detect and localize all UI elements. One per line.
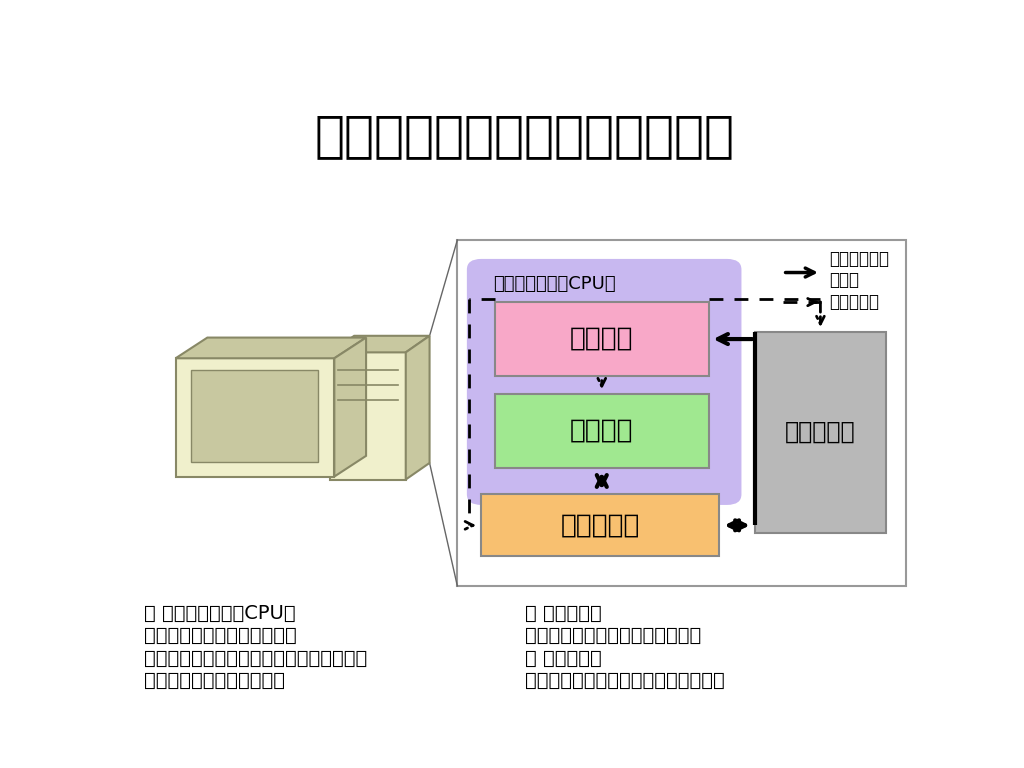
Text: 演算装置: 演算装置 [570, 418, 634, 444]
Text: （２）コンピュータの基本構成: （２）コンピュータの基本構成 [314, 112, 735, 161]
Text: プログラムを実行し、各装置の制御や、: プログラムを実行し、各装置の制御や、 [143, 649, 368, 667]
Polygon shape [176, 358, 334, 476]
Text: 命令・データ
の流れ: 命令・データ の流れ [828, 250, 889, 289]
Polygon shape [334, 338, 367, 476]
Text: 〇 中央演算装置（CPU）: 〇 中央演算装置（CPU） [143, 604, 296, 623]
Text: 〇 主記憶装置: 〇 主記憶装置 [524, 604, 601, 623]
Text: プログラムやデータの入出力を行う: プログラムやデータの入出力を行う [524, 671, 725, 690]
Text: データの計算を行なう。: データの計算を行なう。 [143, 671, 285, 690]
Text: 入出力装置: 入出力装置 [785, 420, 856, 444]
FancyBboxPatch shape [458, 240, 905, 586]
FancyBboxPatch shape [467, 259, 741, 505]
FancyBboxPatch shape [481, 495, 719, 556]
Polygon shape [331, 353, 406, 479]
FancyBboxPatch shape [495, 302, 709, 376]
Polygon shape [331, 336, 430, 353]
Text: 制御装置: 制御装置 [570, 326, 634, 352]
Polygon shape [406, 336, 430, 479]
Text: 中央演算装置（CPU）: 中央演算装置（CPU） [494, 276, 615, 293]
Text: 主記憶装置: 主記憶装置 [560, 512, 640, 538]
Polygon shape [176, 338, 367, 358]
Text: プログラムやデータを格納する: プログラムやデータを格納する [524, 626, 701, 645]
Polygon shape [191, 370, 318, 462]
Text: コンピュータの中枢部分。: コンピュータの中枢部分。 [143, 626, 297, 645]
FancyBboxPatch shape [755, 332, 886, 533]
Text: 〇 入出力装置: 〇 入出力装置 [524, 649, 601, 667]
FancyBboxPatch shape [495, 394, 709, 468]
Text: 制御の流れ: 制御の流れ [828, 293, 879, 311]
